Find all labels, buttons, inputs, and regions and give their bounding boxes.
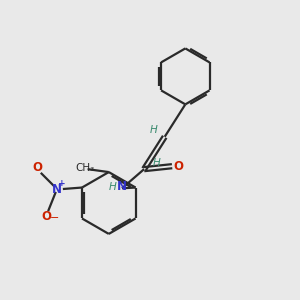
Text: O: O [32, 161, 42, 174]
Text: N: N [52, 182, 62, 196]
Text: O: O [174, 160, 184, 173]
Text: +: + [58, 178, 66, 188]
Text: O: O [42, 211, 52, 224]
Text: CH₃: CH₃ [76, 163, 95, 173]
Text: H: H [153, 158, 160, 168]
Text: H: H [109, 182, 116, 192]
Text: −: − [50, 213, 59, 223]
Text: N: N [117, 180, 127, 193]
Text: H: H [150, 125, 158, 135]
